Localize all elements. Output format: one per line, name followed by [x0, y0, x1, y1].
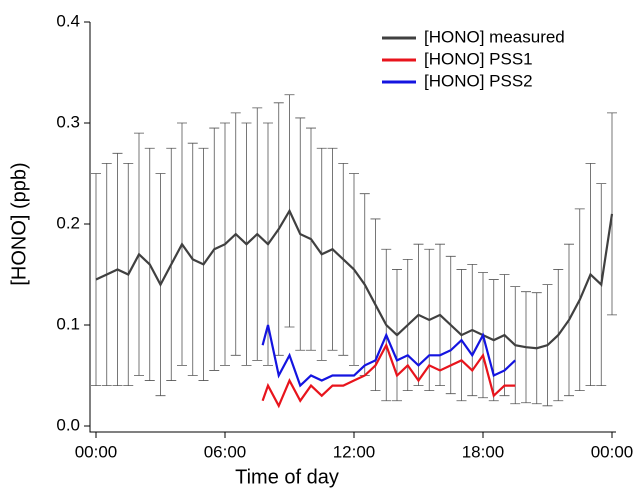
x-tick-label: 00:00 — [75, 442, 118, 461]
y-tick-label: 0.3 — [56, 112, 80, 131]
x-tick-label: 12:00 — [333, 442, 376, 461]
series-line — [261, 342, 516, 409]
series-line — [95, 208, 614, 350]
y-tick-label: 0.0 — [56, 415, 80, 434]
series-line — [261, 324, 517, 388]
legend-label: [HONO] measured — [424, 27, 565, 46]
y-tick-label: 0.4 — [56, 11, 80, 30]
x-tick-label: 06:00 — [204, 442, 247, 461]
x-tick-label: 00:00 — [591, 442, 634, 461]
legend-label: [HONO] PSS2 — [424, 71, 533, 90]
axis-frame — [89, 22, 616, 433]
legend-label: [HONO] PSS1 — [424, 49, 533, 68]
x-tick-label: 18:00 — [462, 442, 505, 461]
y-tick-label: 0.1 — [56, 314, 80, 333]
y-axis-label: [HONO] (ppb) — [8, 162, 30, 285]
y-tick-label: 0.2 — [56, 213, 80, 232]
x-axis-label: Time of day — [235, 466, 339, 488]
